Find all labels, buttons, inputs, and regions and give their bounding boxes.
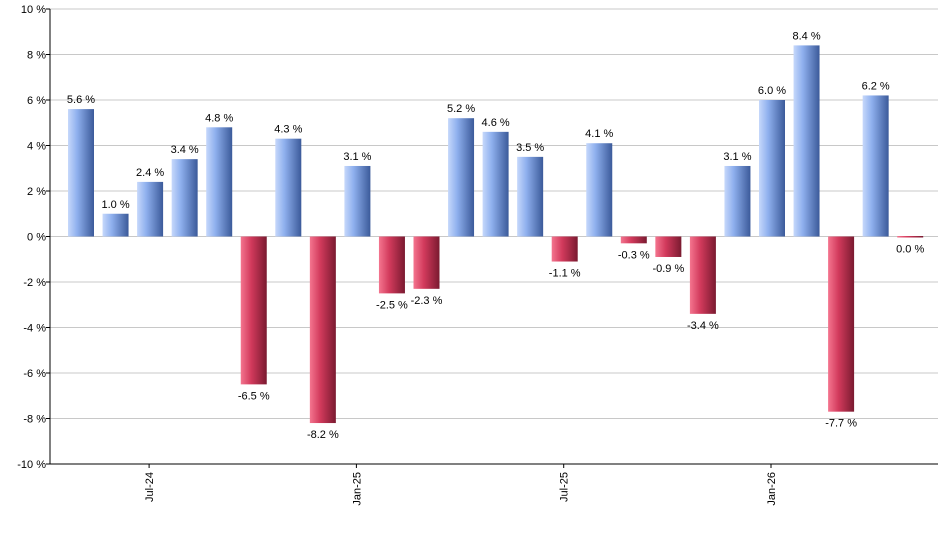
bar-negative [240, 236, 267, 385]
data-label: 6.2 % [862, 80, 890, 92]
bar-positive [586, 143, 613, 237]
data-label: 6.0 % [758, 85, 786, 97]
y-tick-label: 6 % [27, 95, 46, 107]
y-tick-label: 8 % [27, 50, 46, 62]
data-label: 5.6 % [67, 94, 95, 106]
data-label: 3.1 % [343, 151, 371, 163]
data-label: -2.3 % [411, 295, 443, 307]
data-label: 2.4 % [136, 167, 164, 179]
data-label: 3.4 % [171, 144, 199, 156]
bar-negative [551, 236, 578, 262]
bar-negative [689, 236, 716, 314]
bar-positive [344, 165, 371, 237]
bar-positive [171, 159, 198, 237]
bars [68, 45, 924, 424]
bar-positive [275, 138, 302, 237]
data-label: -0.9 % [652, 263, 684, 275]
data-label: -0.3 % [618, 249, 650, 261]
bar-positive [724, 165, 751, 237]
data-label: 4.3 % [274, 124, 302, 136]
bar-positive [759, 100, 785, 237]
bar-negative [620, 236, 647, 244]
data-label: 4.1 % [585, 128, 613, 140]
data-label: 8.4 % [792, 30, 820, 42]
bar-positive [206, 127, 233, 237]
data-label: -8.2 % [307, 429, 339, 441]
y-tick-label: -2 % [23, 277, 46, 289]
data-label: -6.5 % [238, 390, 270, 402]
bar-positive [102, 213, 129, 237]
data-label: -2.5 % [376, 299, 408, 311]
data-label: 1.0 % [101, 199, 129, 211]
data-label: 3.1 % [723, 151, 751, 163]
x-tick-label: Jan-25 [351, 472, 363, 506]
x-tick-label: Jan-26 [766, 472, 778, 506]
data-label: -7.7 % [825, 418, 857, 430]
bar-negative [378, 236, 405, 294]
y-tick-label: -8 % [23, 414, 46, 426]
bar-positive [517, 156, 544, 237]
y-tick-label: -6 % [23, 368, 46, 380]
bar-negative [309, 236, 336, 424]
y-tick-label: -4 % [23, 323, 46, 335]
data-label: 4.6 % [482, 117, 510, 129]
data-labels: 5.6 % 1.0 % 2.4 % 3.4 % 4.8 % -6.5 % 4.3 % -8.2… [67, 30, 925, 441]
data-label: 5.2 % [447, 103, 475, 115]
data-label: -1.1 % [549, 268, 581, 280]
y-tick-label: 10 % [21, 4, 46, 16]
bar-positive [793, 45, 820, 237]
axes: 10 % 8 % 6 % 4 % 2 % 0 % -2 % -4 % -6 % -8 % -10 %… [17, 4, 938, 506]
y-tick-label: 4 % [27, 141, 46, 153]
data-label: 3.5 % [516, 142, 544, 154]
data-label: 4.8 % [205, 112, 233, 124]
bar-positive [448, 118, 475, 237]
data-label: -3.4 % [687, 320, 719, 332]
data-label: 0.0 % [896, 244, 924, 256]
y-tick-label: -10 % [17, 459, 46, 471]
bar-negative [655, 236, 682, 257]
bar-negative [828, 236, 855, 412]
y-tick-label: 2 % [27, 186, 46, 198]
bar-negative [413, 236, 440, 289]
y-tick-label: 0 % [27, 232, 46, 244]
bar-positive [862, 95, 889, 237]
x-tick-label: Jul-25 [559, 472, 571, 502]
bar-positive [482, 131, 509, 237]
bar-negative [897, 236, 924, 238]
bar-positive [68, 109, 94, 237]
bar-positive [137, 181, 164, 237]
x-tick-label: Jul-24 [144, 472, 156, 502]
